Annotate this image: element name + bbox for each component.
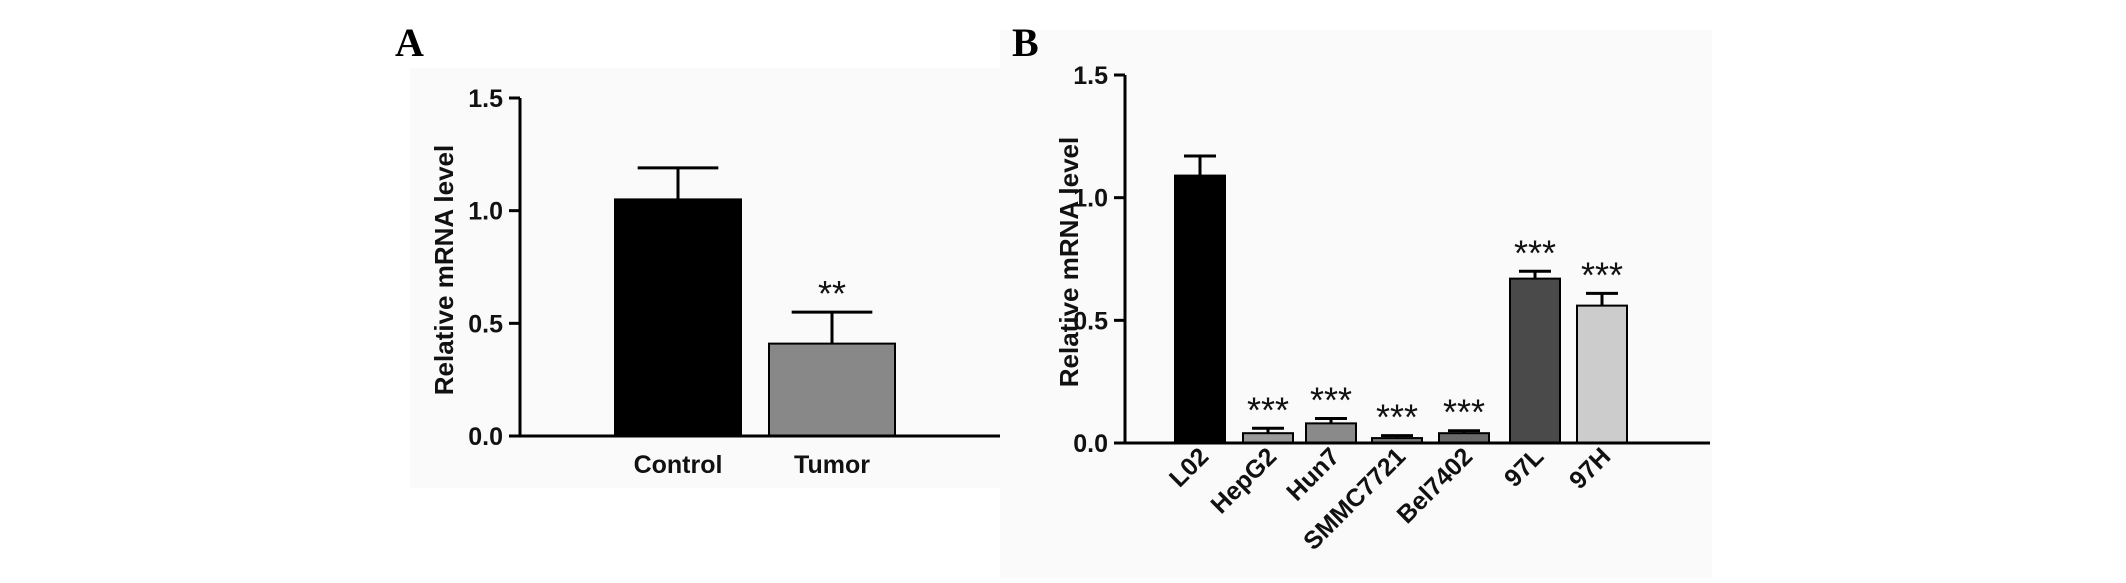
panel-b-y-ticks: 0.0 0.5 1.0 1.5 [1073, 62, 1125, 458]
panel-a-y-tick-label: 1.5 [468, 85, 503, 113]
panel-a-x-tick-label-control: Control [634, 451, 723, 479]
panel-b-significance-97h: *** [1581, 254, 1623, 295]
panel-b-y-tick-label: 1.5 [1073, 62, 1108, 90]
panel-b-significance-bel7402: *** [1443, 392, 1485, 433]
panel-b-significance-hun7: *** [1310, 379, 1352, 420]
panel-b-bar-l02 [1174, 174, 1226, 444]
panel-b-bar-hun7 [1305, 422, 1357, 444]
panel-b-letter: B [1012, 20, 1039, 65]
panel-a-bar-tumor [768, 342, 896, 438]
panel-b-significance-97l: *** [1514, 232, 1556, 273]
panel-a-bars: Control ** Tumor [614, 166, 896, 479]
panel-b-background [1000, 30, 1712, 578]
panel-a-y-tick-label: 0.0 [468, 423, 503, 451]
panel-b-y-tick-label: 0.0 [1073, 430, 1108, 458]
panel-b-significance-smmc7721: *** [1376, 397, 1418, 438]
panel-a-significance-tumor: ** [818, 273, 846, 314]
panel-b-bar-97l [1509, 277, 1561, 445]
panel-b-y-tick-label: 0.5 [1073, 307, 1108, 335]
panel-a-y-tick-label: 1.0 [468, 198, 503, 226]
panel-b-y-tick-label: 1.0 [1073, 185, 1108, 213]
panel-b-y-axis-label: Relative mRNA level [1054, 137, 1084, 387]
panel-a: A 0.0 0.5 1.0 1.5 Control ** Tumor Relative m… [395, 20, 1000, 479]
panel-a-y-axis-label: Relative mRNA level [429, 145, 459, 395]
panel-b-bar-97h [1576, 304, 1628, 445]
panel-a-x-tick-label-tumor: Tumor [794, 451, 870, 479]
panel-a-bar-control [614, 198, 742, 437]
panel-a-letter: A [395, 20, 424, 65]
panel-b-significance-hepg2: *** [1247, 389, 1289, 430]
panel-a-y-tick-label: 0.5 [468, 310, 503, 338]
panel-a-y-ticks: 0.0 0.5 1.0 1.5 [468, 85, 520, 451]
